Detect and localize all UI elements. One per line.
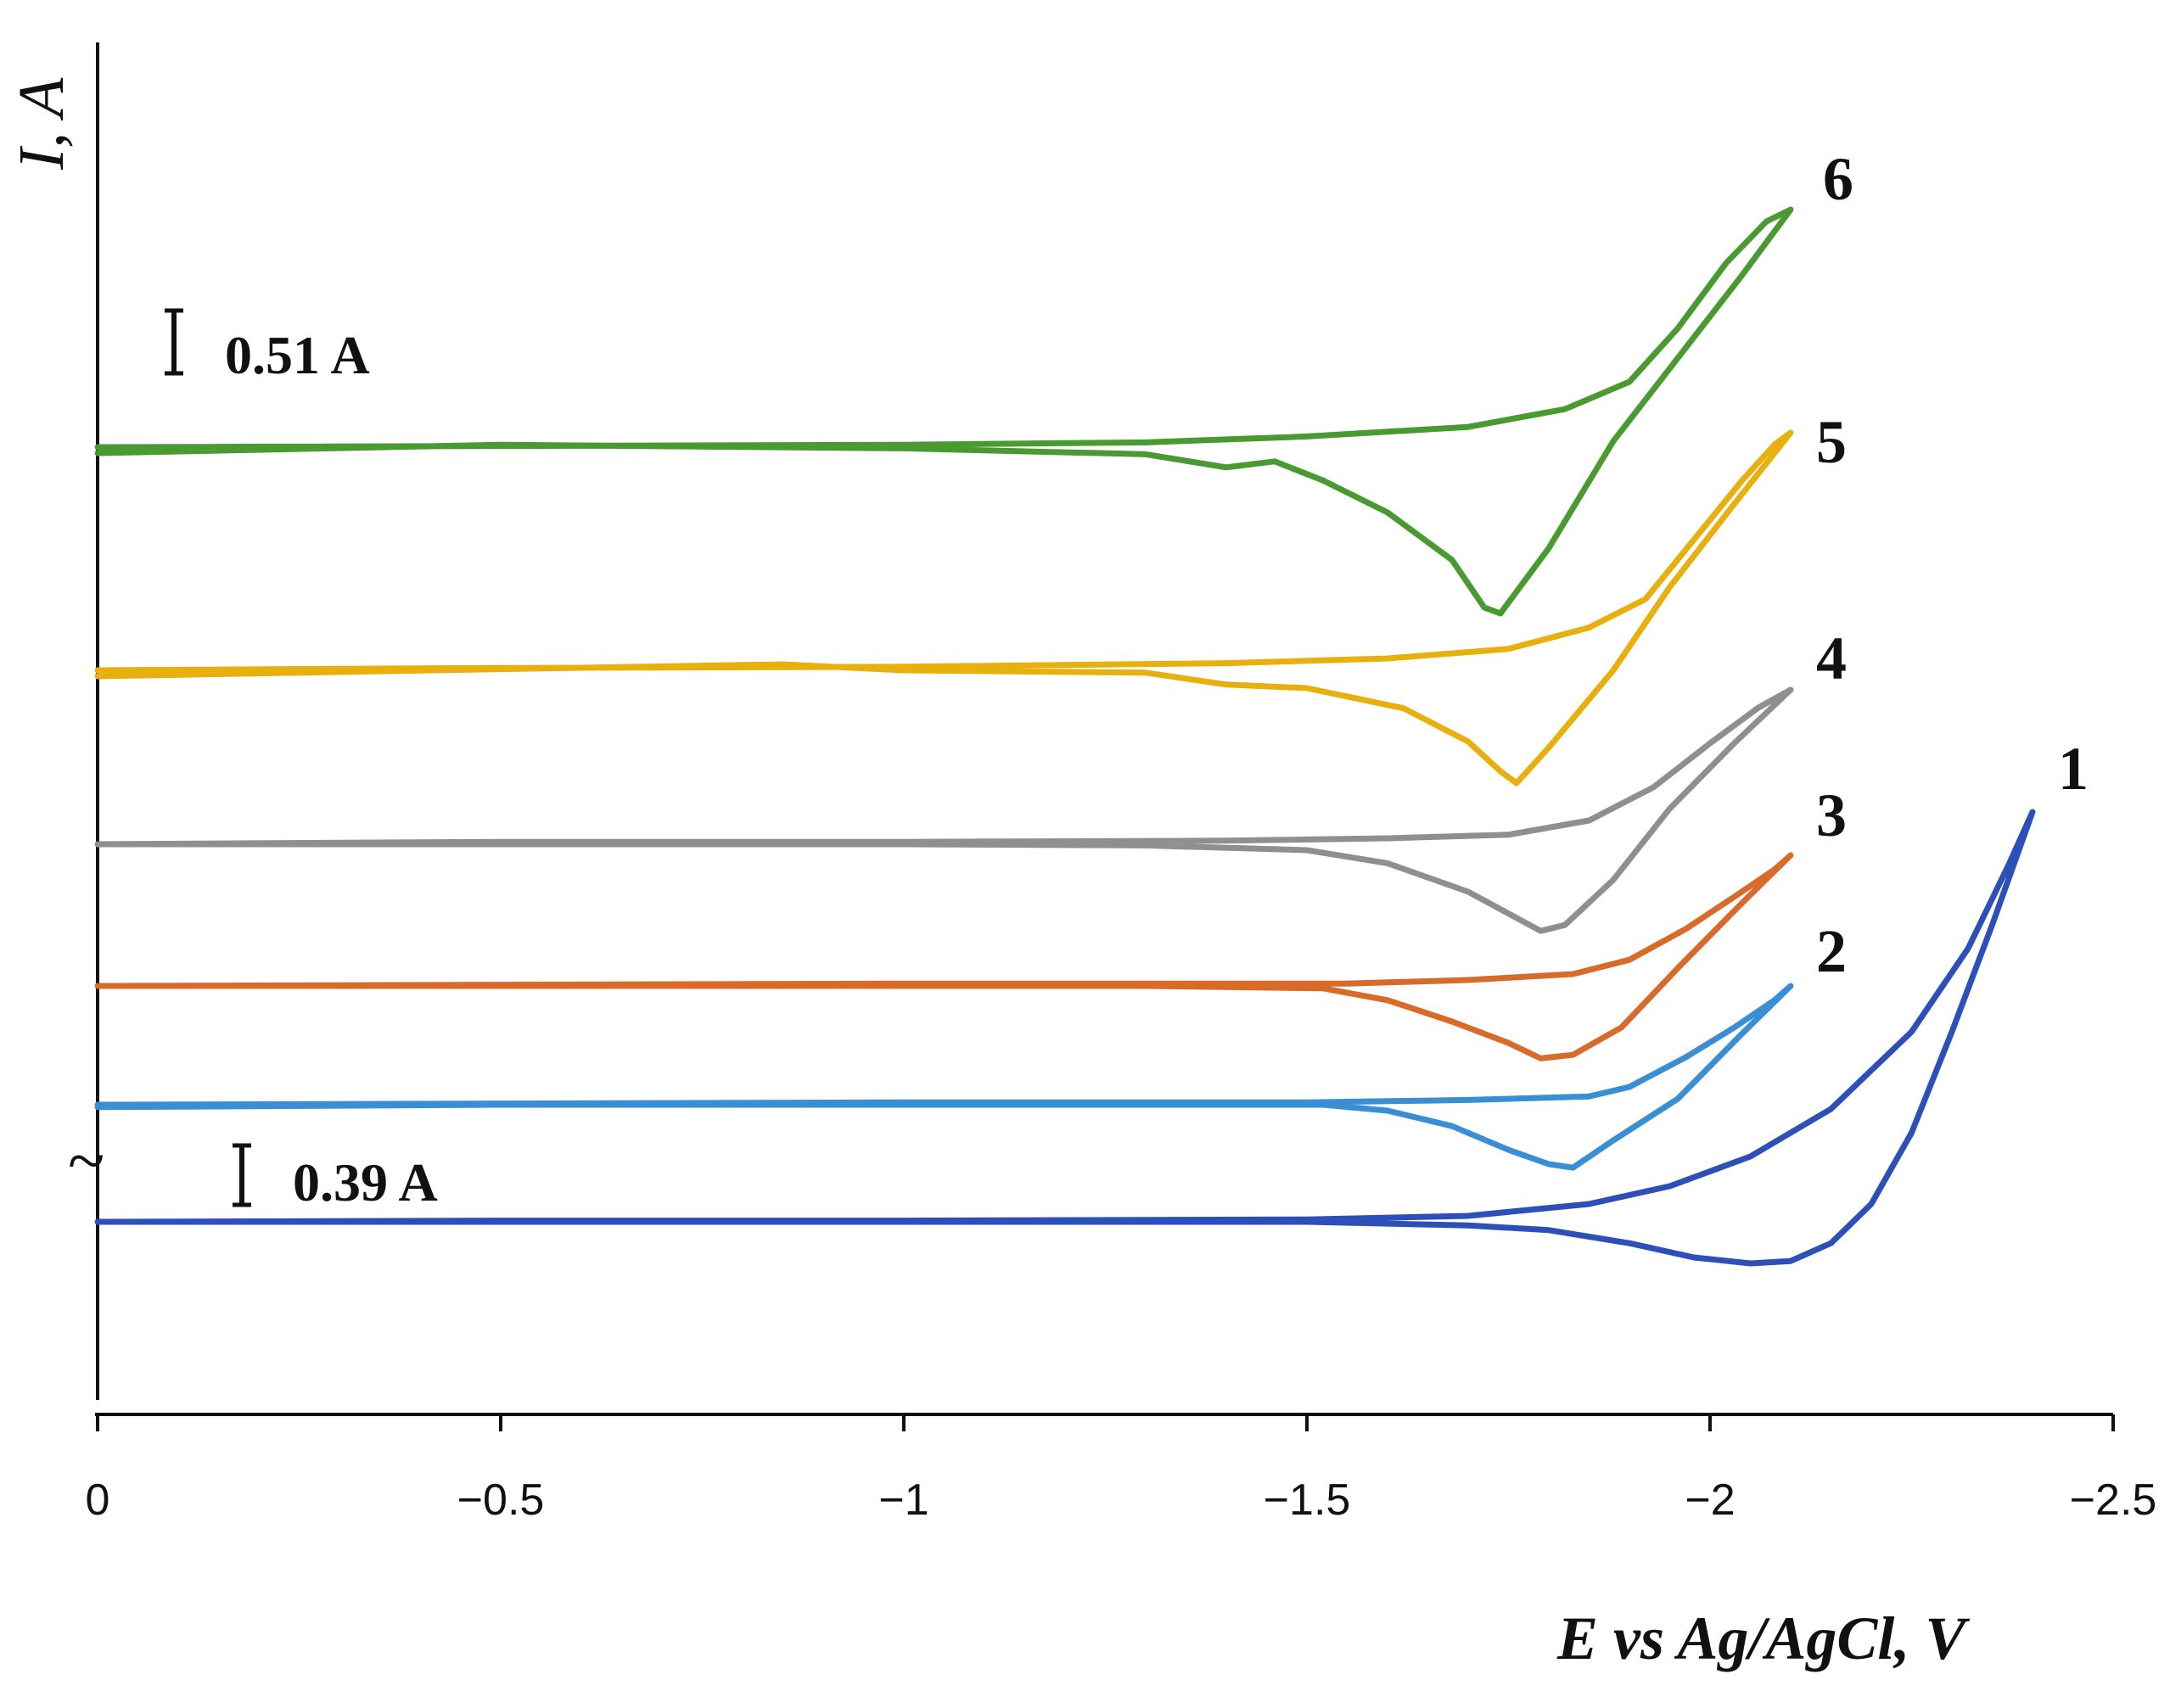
x-axis-title: E vs Ag/AgCl, V <box>1556 1604 1970 1672</box>
series-6-curve <box>94 206 1794 617</box>
scale-bar-upper-label: 0.51 A <box>225 325 370 385</box>
x-tick-label-5: −2.5 <box>2070 1476 2157 1525</box>
series-2-curve <box>94 983 1794 1171</box>
scale-bar-lower-label: 0.39 A <box>293 1152 438 1212</box>
series-6-label: 6 <box>1823 145 1853 213</box>
x-tick-label-4: −2 <box>1685 1476 1735 1525</box>
scale-bar-upper: 0.51 A <box>165 308 370 385</box>
series-4-label: 4 <box>1816 624 1847 692</box>
series-3-label: 3 <box>1816 781 1847 849</box>
x-tick-label-1: −0.5 <box>457 1476 545 1525</box>
series-1-label: 1 <box>2058 735 2089 803</box>
series-3-curve <box>94 852 1794 1061</box>
series-4-curve <box>94 686 1794 934</box>
series-5-curve <box>94 429 1794 787</box>
x-tick-label-2: −1 <box>878 1476 928 1525</box>
series-1-curve <box>94 809 2036 1267</box>
series-5-label: 5 <box>1816 408 1847 476</box>
series-2-label: 2 <box>1816 917 1847 985</box>
scale-bar-lower: 0.39 A <box>233 1143 438 1212</box>
axis-break-symbol: ~ <box>68 1124 104 1199</box>
x-tick-label-3: −1.5 <box>1264 1476 1351 1525</box>
y-axis-title: I, A <box>6 77 77 171</box>
x-tick-label-0: 0 <box>86 1476 110 1525</box>
